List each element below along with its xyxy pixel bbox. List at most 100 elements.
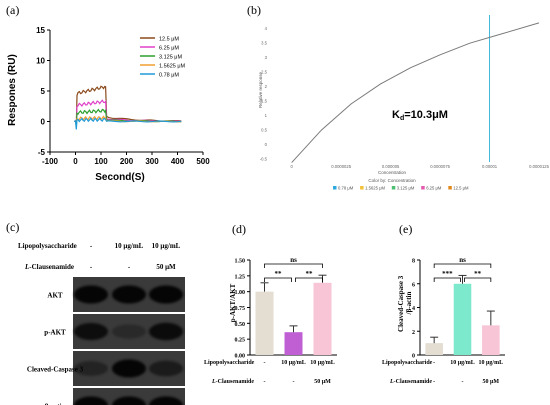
d-sig-label: ns	[290, 256, 297, 264]
d-sig-label: **	[275, 270, 283, 278]
d-ytick-label: 0.75	[235, 306, 246, 312]
panel-b-kd-annotation: Kd=10.3μM	[392, 109, 448, 122]
b-ytick-label: 1	[265, 113, 268, 118]
b-xtick-label: 0.0000125	[529, 164, 549, 169]
panel-a: (a) -5 0 5 10 15 -100 0 100 200 300 400 500 12.5 μM…	[6, 3, 210, 183]
b-legend-label: 0.78 μM	[338, 186, 354, 191]
a-xtick-label: 200	[120, 157, 134, 166]
b-ytick-label: 1.5	[261, 99, 267, 104]
e-cond-value: 50 μM	[483, 379, 500, 385]
c-band-label: β-actin	[45, 403, 66, 405]
d-cond-value: 50 μM	[314, 379, 331, 385]
panel-c-condition-values: - 10 μg/mL 10 μg/mL - - 50 μM	[90, 242, 181, 271]
c-blot-band	[74, 361, 108, 376]
panel-d-bar-chart: 0.00 0.25 0.50 0.75 1.00 1.25 1.50 ** ** ns	[235, 256, 337, 360]
b-ytick-label: 0	[265, 142, 268, 147]
b-ytick-label: -0.5	[260, 157, 268, 162]
e-bar	[482, 325, 500, 355]
a-ytick-label: 0	[41, 118, 46, 127]
e-sig-label: ***	[442, 270, 453, 278]
b-ytick-label: 2	[265, 84, 268, 89]
d-ytick-label: 1.25	[235, 274, 246, 280]
c-blot-band	[149, 322, 183, 341]
d-sig-bracket	[264, 277, 292, 282]
panel-c: (c) Lipopolysaccharide L-Clausenamide - 1…	[6, 220, 185, 405]
b-legend-label: 6.25 μM	[426, 186, 442, 191]
panel-d-label: (d)	[232, 222, 246, 236]
panel-a-series	[73, 85, 182, 130]
c-cond-value: -	[90, 242, 93, 250]
a-legend-label: 0.78 μM	[159, 73, 179, 79]
a-xtick-label: 100	[94, 157, 108, 166]
panel-d: (d) 0.00 0.25 0.50 0.75 1.00 1.25 1.50 ** ** ns p…	[204, 222, 337, 385]
a-legend-label: 3.125 μM	[159, 55, 182, 61]
a-xtick-label: 500	[196, 157, 210, 166]
b-ytick-label: 0.5	[261, 128, 267, 133]
b-xtick-label: 0.0000025	[331, 164, 351, 169]
d-cond-value: 10 μg/mL	[281, 360, 306, 366]
e-cond-value: 10 μg/mL	[479, 360, 504, 366]
c-blot-band	[112, 359, 146, 378]
b-legend-label: 3.125 μM	[397, 186, 415, 191]
a-series-line-0	[73, 85, 182, 126]
e-cond-value: -	[462, 379, 464, 385]
c-band-label: AKT	[47, 292, 63, 300]
panel-b-ylabel: Relative response	[258, 71, 263, 108]
d-sig-label: **	[306, 270, 314, 278]
panel-d-ylabel: p-AKT/AKT	[229, 283, 237, 322]
c-blot-band	[74, 396, 108, 405]
b-xtick-label: 0.000005	[382, 164, 400, 169]
c-cond-value: -	[90, 263, 93, 271]
e-ytick-label: 8	[412, 259, 415, 265]
c-blot-band	[112, 285, 146, 304]
d-bar	[284, 332, 303, 355]
b-legend-swatch	[421, 186, 425, 190]
d-cond1-name: Lipopolysaccharide	[204, 360, 255, 366]
e-ytick-label: 6	[412, 282, 415, 288]
e-sig-label: **	[474, 270, 482, 278]
d-cond-value: -	[264, 360, 266, 366]
b-legend-swatch	[360, 186, 364, 190]
panel-b-legend: 0.78 μM 1.5625 μM 3.125 μM 6.25 μM 12.5 μM	[333, 186, 469, 191]
c-blot-band	[112, 396, 146, 405]
e-sig-bracket	[433, 277, 461, 282]
a-xtick-label: 400	[171, 157, 185, 166]
d-cond-value: -	[264, 379, 266, 385]
e-ytick-label: 2	[412, 330, 415, 336]
a-legend-label: 12.5 μM	[159, 37, 179, 43]
panel-e-ylabel: Cleaved-Caspase 3 /β-actin	[397, 274, 413, 332]
panel-e-label: (e)	[399, 222, 412, 236]
a-xtick-label: 300	[145, 157, 159, 166]
e-ytick-label: 4	[412, 306, 415, 312]
a-series-line-4	[73, 117, 182, 130]
panel-d-condition-values: - 10 μg/mL 10 μg/mL - - 50 μM	[264, 360, 335, 385]
c-blot-band	[149, 285, 183, 304]
a-xtick-label: 0	[73, 157, 78, 166]
panel-b-legend-title: Color by: Concentration	[368, 178, 416, 183]
e-bar	[425, 343, 443, 355]
c-cond1-name: Lipopolysaccharide	[18, 242, 77, 250]
panel-c-band-labels: AKT p-AKT Cleaved-Caspase 3 β-actin	[27, 292, 84, 405]
c-band-label: Cleaved-Caspase 3	[27, 366, 84, 374]
e-cond1-name: Lipopolysaccharide	[382, 360, 433, 366]
e-cond-value: -	[433, 379, 435, 385]
c-cond-value: -	[128, 263, 131, 271]
panel-b-xlabel: Concentration	[378, 170, 407, 175]
panel-e-condition-values: - 10 μg/mL 10 μg/mL - - 50 μM	[433, 360, 503, 385]
c-blot-band	[149, 396, 183, 405]
d-ytick-label: 0.25	[235, 338, 246, 344]
b-xtick-label: 0	[291, 164, 294, 169]
e-ytick-label: 0	[412, 354, 415, 360]
panel-a-axes: -5 0 5 10 15 -100 0 100 200 300 400 500	[36, 26, 210, 166]
c-blot-band	[74, 285, 108, 304]
e-cond2-name: L-Clausenamide	[389, 379, 432, 385]
d-ytick-label: 0.00	[235, 354, 246, 360]
c-blot-band	[149, 360, 183, 377]
panel-c-label: (c)	[6, 220, 19, 234]
b-legend-label: 12.5 μM	[453, 186, 469, 191]
d-cond-value: 10 μg/mL	[310, 360, 335, 366]
b-ytick-label: 4	[265, 26, 268, 31]
d-sig-bracket	[295, 277, 323, 282]
